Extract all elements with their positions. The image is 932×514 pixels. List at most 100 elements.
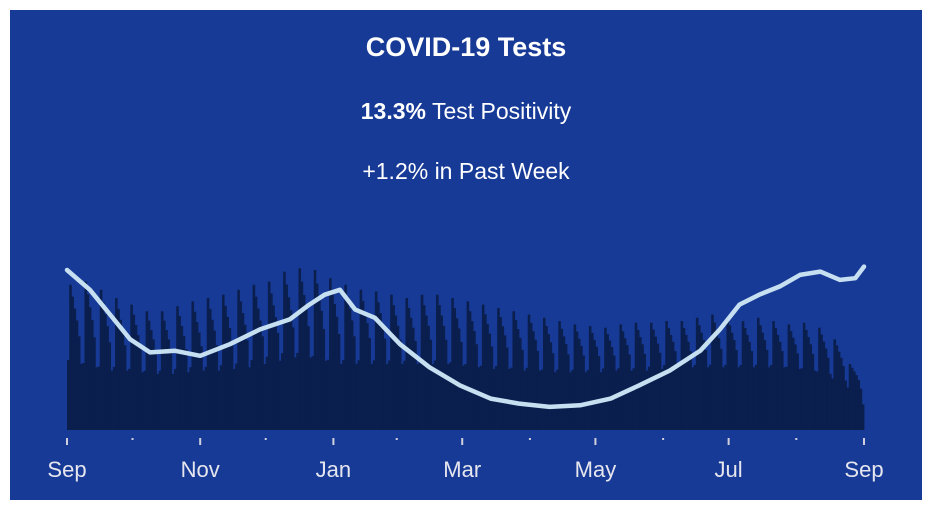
test-bar xyxy=(636,329,640,430)
test-bar xyxy=(121,330,125,430)
test-bar xyxy=(128,368,131,430)
test-bar xyxy=(774,328,778,430)
test-bar xyxy=(232,368,236,430)
x-minor-tick xyxy=(795,438,798,440)
test-bar xyxy=(392,305,395,430)
test-bar xyxy=(818,327,821,430)
test-bar xyxy=(222,294,225,430)
test-bar xyxy=(787,324,791,430)
test-bar xyxy=(577,338,581,430)
test-bar xyxy=(403,360,406,430)
test-bar xyxy=(368,338,371,430)
test-bar xyxy=(329,278,332,430)
test-bar xyxy=(497,307,500,430)
x-tick-label: Sep xyxy=(844,457,883,482)
test-bar xyxy=(674,351,677,430)
test-bar xyxy=(811,353,815,430)
test-bar xyxy=(374,291,378,430)
test-bar xyxy=(335,316,339,430)
test-bar xyxy=(283,271,286,430)
test-bar xyxy=(226,316,229,430)
test-bar xyxy=(663,364,666,430)
test-bar xyxy=(189,367,192,430)
chart-title: COVID-19 Tests xyxy=(365,32,567,62)
test-bar xyxy=(481,304,485,430)
test-bar xyxy=(822,341,826,430)
test-bar xyxy=(785,366,788,430)
test-bar xyxy=(647,366,651,430)
test-bar xyxy=(595,346,599,430)
test-bar xyxy=(698,325,701,430)
test-bar xyxy=(357,360,360,430)
test-bar xyxy=(802,322,806,430)
x-tick-label: May xyxy=(575,457,617,482)
test-bar xyxy=(390,294,393,430)
test-bar xyxy=(591,332,594,430)
test-bar xyxy=(211,319,214,430)
test-bar xyxy=(289,310,293,430)
test-bar xyxy=(191,301,195,430)
test-bar xyxy=(80,364,83,430)
test-bar xyxy=(534,339,537,430)
test-bar xyxy=(200,346,203,430)
bars-series xyxy=(67,268,865,430)
x-minor-tick xyxy=(662,438,665,440)
test-bar xyxy=(514,320,518,430)
test-bar xyxy=(67,360,70,430)
test-bar xyxy=(586,369,590,430)
test-bar xyxy=(123,345,127,430)
test-bar xyxy=(313,269,317,430)
test-bar xyxy=(523,370,526,430)
test-bar xyxy=(453,308,457,430)
test-bar xyxy=(724,364,727,430)
test-bar xyxy=(235,363,238,430)
test-bar xyxy=(171,373,175,430)
test-bar xyxy=(796,353,799,430)
test-bar xyxy=(315,283,319,430)
test-bar xyxy=(309,357,312,430)
test-bar xyxy=(508,368,511,430)
test-bar xyxy=(778,341,782,430)
test-bar xyxy=(256,308,260,430)
test-bar xyxy=(763,340,767,430)
test-bar xyxy=(219,365,223,430)
test-bar xyxy=(414,340,417,430)
test-bar xyxy=(344,284,347,430)
test-bar xyxy=(449,362,452,430)
test-bar xyxy=(468,311,472,430)
test-bar xyxy=(824,348,828,430)
test-bar xyxy=(798,368,802,430)
test-bar xyxy=(693,364,697,430)
test-bar xyxy=(739,364,743,430)
test-bar xyxy=(767,367,771,430)
test-bar xyxy=(650,322,653,430)
test-bar xyxy=(815,371,819,430)
test-bar xyxy=(224,305,227,430)
test-bar xyxy=(518,337,522,430)
test-bar xyxy=(361,300,365,430)
test-bar xyxy=(97,366,101,430)
test-bar xyxy=(564,344,568,430)
test-bar xyxy=(259,320,262,430)
test-bar xyxy=(451,298,454,430)
x-tick-label: Jan xyxy=(316,457,351,482)
test-bar xyxy=(287,297,291,430)
test-bar xyxy=(377,302,380,430)
test-bar xyxy=(839,357,843,430)
test-bar xyxy=(208,308,212,430)
test-bar xyxy=(193,311,197,430)
test-bar xyxy=(783,367,786,430)
test-bar xyxy=(580,345,583,430)
test-bar xyxy=(265,356,269,430)
test-bar xyxy=(484,314,487,430)
test-bar xyxy=(425,315,428,430)
test-bar xyxy=(556,369,559,430)
test-bar xyxy=(350,320,354,430)
test-bar xyxy=(525,367,529,430)
test-bar xyxy=(394,315,398,430)
test-bar xyxy=(359,289,363,430)
test-bar xyxy=(813,370,817,430)
test-bar xyxy=(333,303,336,430)
test-bar xyxy=(84,281,88,430)
test-bar xyxy=(634,322,638,430)
